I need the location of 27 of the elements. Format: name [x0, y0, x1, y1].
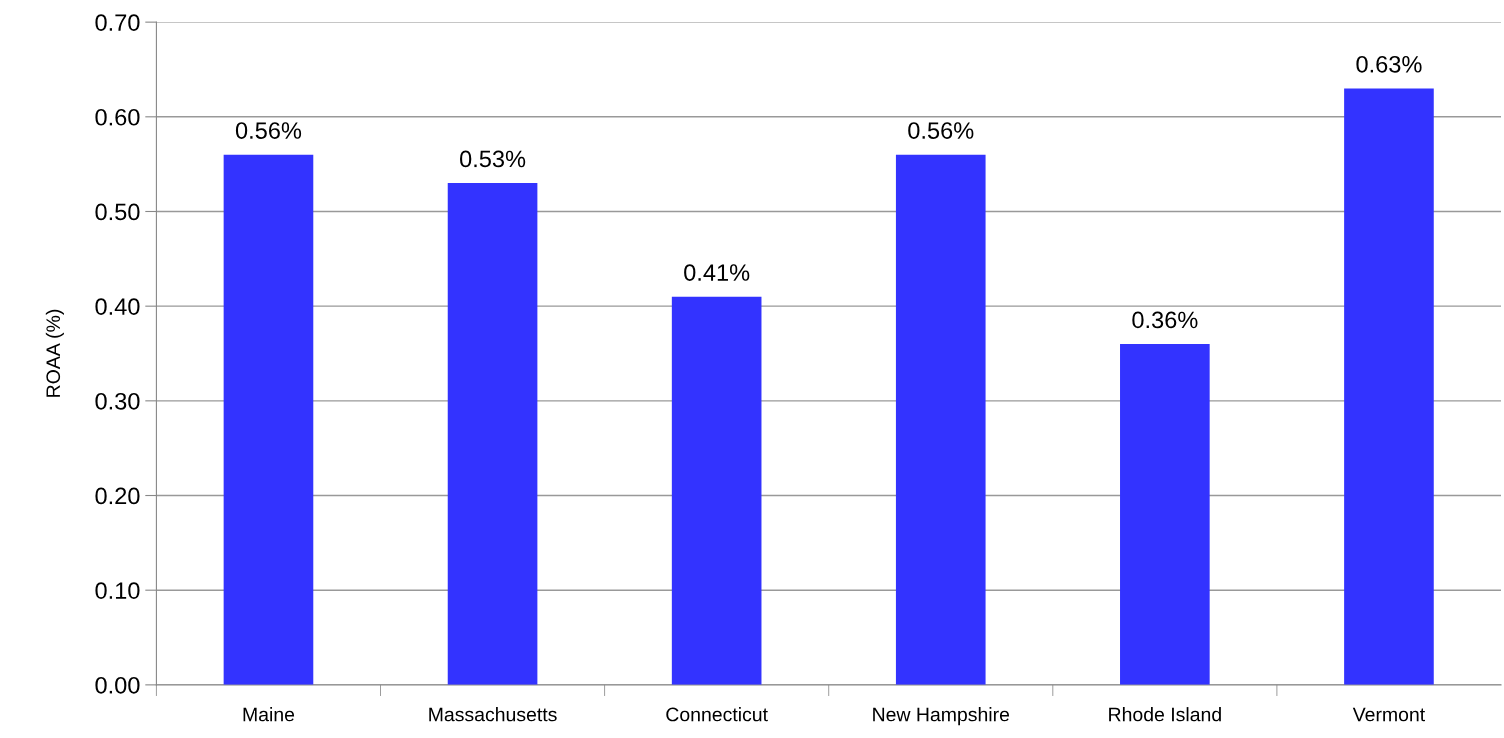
y-tick-label: 0.20: [95, 487, 140, 505]
x-tick-label: New Hampshire: [873, 707, 1010, 726]
bar: [895, 154, 986, 685]
y-tick-label: 0.70: [95, 14, 140, 31]
x-tick-label: Maine: [243, 707, 295, 722]
data-label: 0.56%: [235, 122, 302, 139]
data-label: 0.41%: [684, 264, 750, 281]
x-tick-label: Connecticut: [666, 707, 768, 722]
bar: [1120, 344, 1210, 685]
x-tick-label: Massachusetts: [429, 707, 557, 722]
bar: [1344, 88, 1434, 685]
y-axis-title: ROAA (%): [45, 309, 64, 397]
data-label: 0.63%: [1356, 55, 1422, 73]
data-label: 0.56%: [908, 122, 974, 139]
bar: [671, 296, 762, 685]
y-tick-label: 0.50: [95, 203, 140, 221]
data-label: 0.53%: [460, 150, 526, 168]
x-tick-label: Vermont: [1352, 707, 1426, 722]
y-tick-label: 0.00: [95, 676, 140, 694]
bar: [223, 154, 314, 685]
y-tick-label: 0.60: [95, 108, 140, 126]
y-tick-label: 0.30: [95, 392, 140, 410]
data-label: 0.36%: [1132, 311, 1198, 329]
y-tick-label: 0.10: [95, 582, 140, 599]
bar: [447, 183, 538, 685]
y-tick-label: 0.40: [95, 298, 140, 315]
x-tick-label: Rhode Island: [1109, 707, 1221, 722]
